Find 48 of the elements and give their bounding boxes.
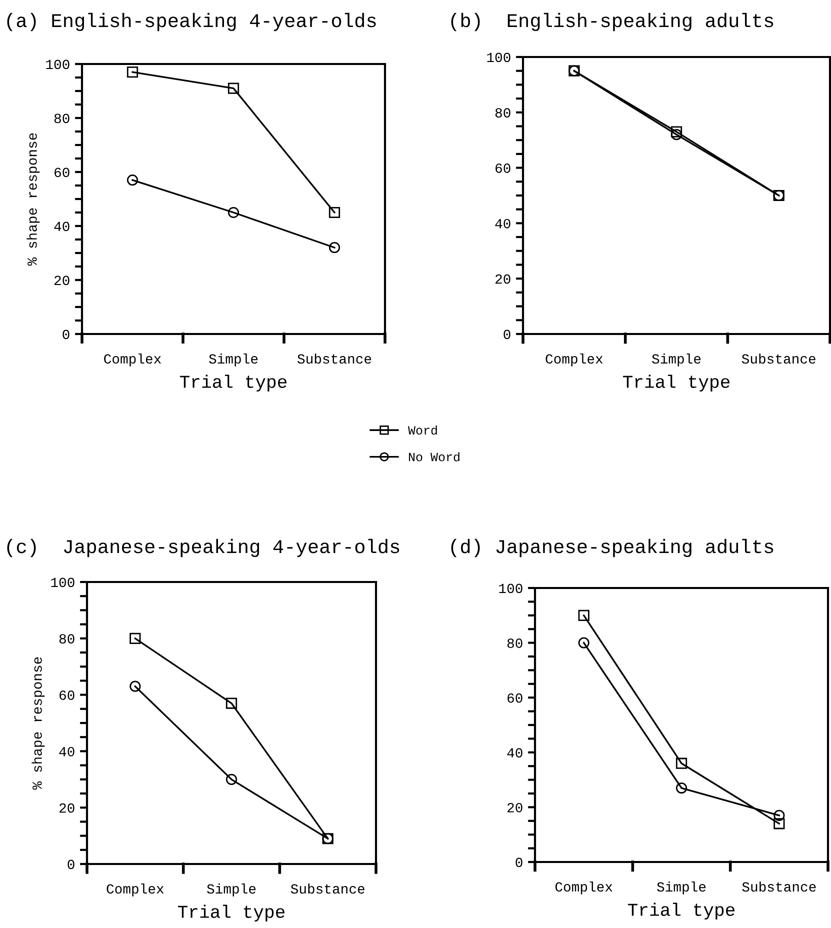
y-tick-label: 20 (508, 802, 522, 812)
y-tick-label: 80 (59, 634, 74, 644)
y-tick-label: 40 (507, 748, 522, 758)
y-tick-label: 40 (59, 746, 74, 756)
x-axis-title: Trial type (180, 374, 286, 392)
x-tick-label: Simple (652, 353, 701, 366)
y-tick-label: 100 (46, 60, 70, 70)
x-tick-label: Substance (298, 353, 372, 364)
x-tick-label: Simple (209, 353, 258, 366)
x-tick-label: Complex (104, 353, 162, 366)
y-tick-label: 0 (68, 860, 74, 870)
y-tick-label: 100 (51, 578, 74, 588)
x-tick-label: Complex (555, 881, 612, 894)
y-tick-label: 0 (62, 330, 70, 340)
y-axis-title: % shape response (32, 657, 45, 790)
y-tick-label: 40 (495, 218, 510, 228)
y-tick-label: 20 (496, 274, 510, 284)
chart-title: (d) Japanese-speaking adults (451, 538, 774, 558)
x-tick-label: Substance (290, 883, 364, 894)
x-tick-label: Simple (207, 883, 256, 896)
y-tick-label: 0 (504, 330, 510, 340)
y-tick-label: 80 (507, 638, 522, 648)
y-tick-label: 60 (508, 693, 522, 703)
y-tick-label: 20 (54, 276, 70, 286)
x-axis-title: Trial type (622, 374, 730, 392)
x-tick-label: Substance (742, 881, 816, 892)
x-tick-label: Complex (106, 883, 164, 896)
y-tick-label: 60 (60, 690, 74, 700)
y-tick-label: 60 (54, 168, 70, 178)
x-tick-label: Simple (657, 881, 706, 894)
y-tick-label: 60 (496, 164, 510, 173)
y-tick-label: 0 (516, 858, 522, 868)
legend-label: Word (408, 425, 437, 435)
chart-title: (a) English-speaking 4-year-olds (7, 12, 376, 32)
y-tick-label: 100 (499, 584, 522, 594)
x-tick-label: Substance (742, 353, 816, 364)
y-tick-label: 80 (495, 108, 510, 118)
y-tick-label: 100 (487, 52, 510, 62)
chart-title: (c) Japanese-speaking 4-year-olds (7, 538, 400, 558)
x-tick-label: Complex (546, 353, 603, 366)
y-axis-title: % shape response (26, 133, 40, 266)
y-tick-label: 40 (54, 222, 70, 232)
y-tick-label: 80 (54, 114, 70, 124)
chart-title: (b) English-speaking adults (451, 12, 774, 32)
legend-label: No Word (408, 452, 460, 462)
x-axis-title: Trial type (178, 904, 284, 922)
x-axis-title: Trial type (628, 902, 734, 920)
y-tick-label: 20 (60, 803, 74, 813)
